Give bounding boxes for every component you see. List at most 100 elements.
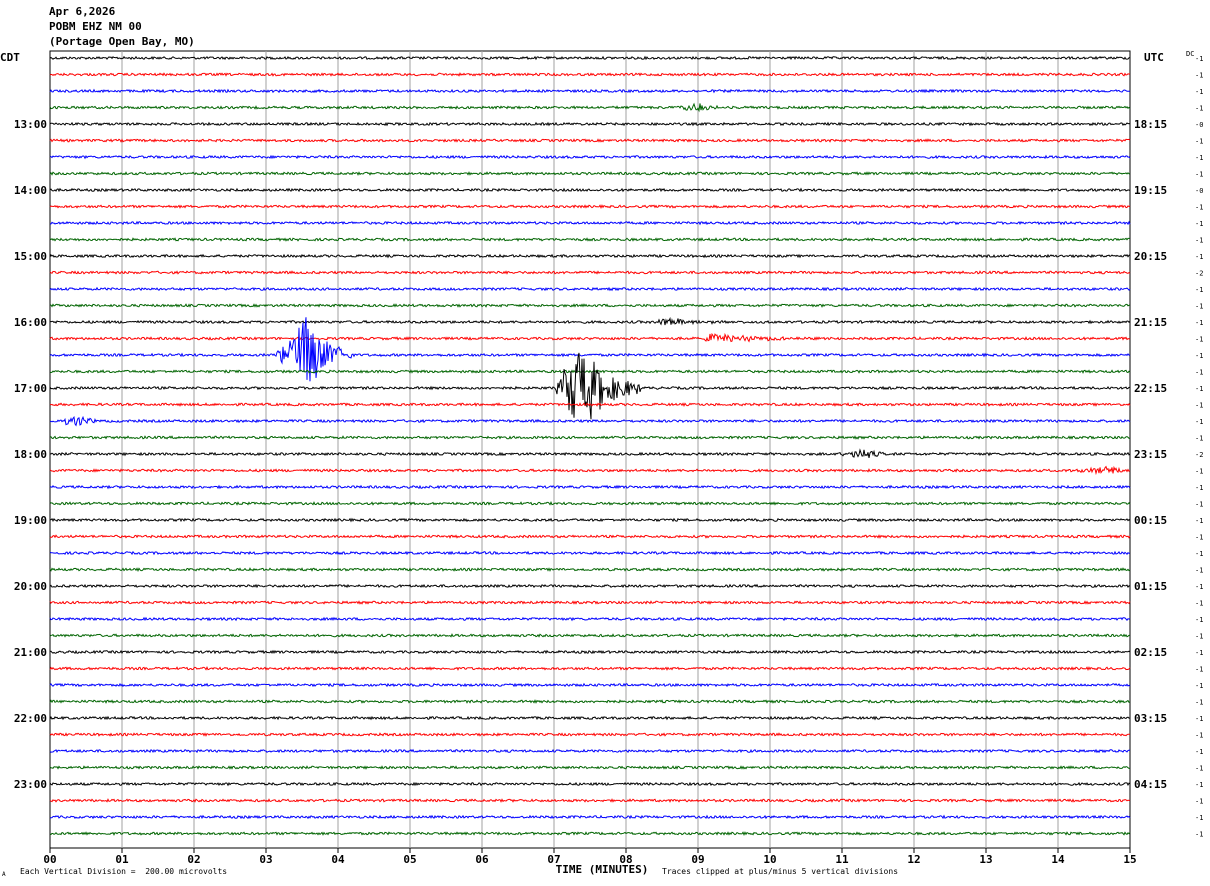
dc-offset-label: -1	[1195, 204, 1203, 212]
utc-hour-label: 21:15	[1134, 316, 1167, 329]
dc-offset-label: -1	[1195, 418, 1203, 426]
dc-offset-label: -0	[1195, 121, 1203, 129]
dc-offset-label: -1	[1195, 72, 1203, 80]
trace-line	[49, 88, 1131, 94]
trace-line	[49, 765, 1131, 770]
dc-offset-label: -1	[1195, 699, 1203, 707]
trace-line	[49, 448, 1131, 458]
cdt-hour-label: 13:00	[14, 118, 47, 131]
trace-line	[49, 55, 1131, 61]
trace-line	[49, 550, 1131, 556]
trace-line	[49, 649, 1131, 655]
scale-note: Each Vertical Division = 200.00 microvol…	[20, 867, 228, 876]
dc-offset-label: -1	[1195, 319, 1203, 327]
dc-offset-label: -1	[1195, 154, 1203, 162]
dc-offset-label: -1	[1195, 435, 1203, 443]
dc-offset-label: -1	[1195, 798, 1203, 806]
dc-offset-label: -1	[1195, 484, 1203, 492]
dc-offset-label: -1	[1195, 831, 1203, 839]
dc-offset-label: -1	[1195, 55, 1203, 63]
trace-line	[49, 435, 1131, 440]
dc-offset-label: -1	[1195, 633, 1203, 641]
station-location: (Portage Open Bay, MO)	[49, 35, 195, 48]
trace-line	[49, 501, 1131, 506]
x-tick-label: 04	[331, 853, 345, 866]
trace-line	[49, 748, 1131, 754]
trace-line	[49, 699, 1131, 704]
x-tick-label: 08	[619, 853, 632, 866]
x-axis-title: TIME (MINUTES)	[556, 863, 649, 876]
x-tick-label: 01	[115, 853, 129, 866]
dc-offset-label: -2	[1195, 270, 1203, 278]
utc-hour-label: 02:15	[1134, 646, 1167, 659]
dc-offset-label: -1	[1195, 402, 1203, 410]
utc-hour-label: 18:15	[1134, 118, 1167, 131]
trace-line	[49, 317, 1131, 382]
trace-line	[49, 121, 1131, 127]
utc-hour-label: 22:15	[1134, 382, 1167, 395]
x-tick-label: 10	[763, 853, 776, 866]
trace-line	[49, 72, 1131, 77]
trace-line	[49, 369, 1131, 374]
dc-offset-label: -1	[1195, 501, 1203, 509]
trace-line	[49, 332, 1131, 343]
trace-line	[49, 616, 1131, 622]
utc-hour-label: 19:15	[1134, 184, 1167, 197]
trace-line	[49, 682, 1131, 688]
dc-offset-label: -1	[1195, 517, 1203, 525]
x-tick-label: 09	[691, 853, 704, 866]
trace-line	[49, 831, 1131, 837]
dc-offset-label: -1	[1195, 534, 1203, 542]
clip-note: Traces clipped at plus/minus 5 vertical …	[662, 867, 899, 876]
utc-hour-label: 00:15	[1134, 514, 1167, 527]
dc-offset-label: -1	[1195, 666, 1203, 674]
trace-line	[49, 600, 1131, 605]
dc-offset-label: -1	[1195, 237, 1203, 245]
x-tick-label: 11	[835, 853, 849, 866]
x-tick-label: 06	[475, 853, 489, 866]
trace-line	[49, 171, 1131, 176]
corner-mark: A	[2, 871, 6, 878]
dc-offset-label: -1	[1195, 682, 1203, 690]
dc-offset-label: -1	[1195, 369, 1203, 377]
utc-hour-label: 04:15	[1134, 778, 1167, 791]
station-code: POBM EHZ NM 00	[49, 20, 142, 33]
trace-line	[49, 402, 1131, 407]
cdt-axis-label: CDT	[0, 51, 20, 64]
x-tick-label: 05	[403, 853, 416, 866]
dc-offset-label: -1	[1195, 303, 1203, 311]
dc-offset-label: -1	[1195, 715, 1203, 723]
cdt-hour-label: 22:00	[14, 712, 47, 725]
dc-offset-label: -1	[1195, 732, 1203, 740]
trace-line	[49, 286, 1131, 292]
trace-line	[49, 814, 1131, 820]
plot-frame	[49, 50, 1131, 849]
cdt-hour-label: 23:00	[14, 778, 47, 791]
trace-line	[49, 534, 1131, 539]
cdt-hour-label: 18:00	[14, 448, 47, 461]
dc-offset-label: -1	[1195, 171, 1203, 179]
plot-date: Apr 6,2026	[49, 5, 116, 18]
dc-offset-label: -1	[1195, 468, 1203, 476]
dc-offset-label: -1	[1195, 550, 1203, 558]
dc-offset-label: -2	[1195, 451, 1203, 459]
x-tick-label: 07	[547, 853, 560, 866]
dc-offset-label: -1	[1195, 385, 1203, 393]
utc-hour-label: 20:15	[1134, 250, 1167, 263]
dc-offset-label: -1	[1195, 600, 1203, 608]
trace-line	[49, 583, 1131, 589]
trace-line	[49, 154, 1131, 160]
trace-line	[49, 715, 1130, 721]
trace-line	[49, 732, 1130, 737]
utc-hour-label: 01:15	[1134, 580, 1167, 593]
trace-line	[49, 237, 1130, 242]
trace-line	[49, 316, 1131, 326]
x-tick-label: 02	[187, 853, 200, 866]
trace-line	[49, 138, 1131, 143]
dc-offset-label: -1	[1195, 616, 1203, 624]
x-tick-label: 14	[1051, 853, 1065, 866]
dc-offset-label: -1	[1195, 765, 1203, 773]
cdt-hour-label: 14:00	[14, 184, 47, 197]
trace-line	[49, 253, 1131, 259]
